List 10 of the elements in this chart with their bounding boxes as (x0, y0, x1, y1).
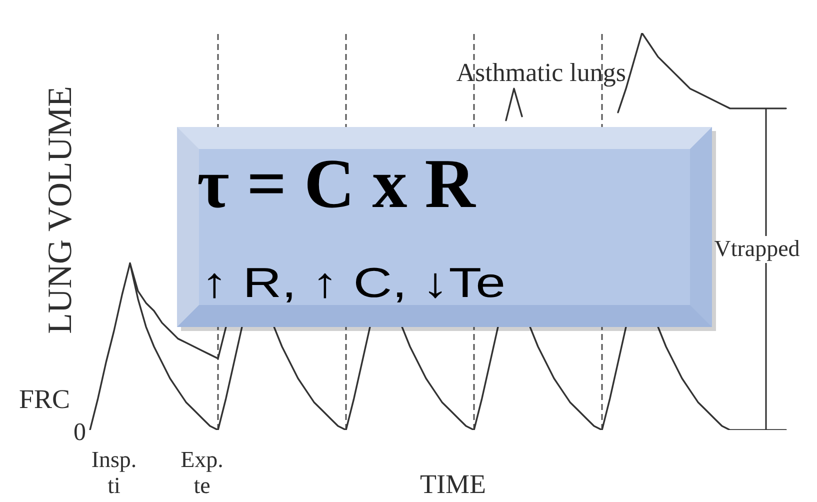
text: 0 (74, 419, 86, 446)
annotation: Vtrapped (714, 236, 800, 261)
x-tick-label: Insp. ti (91, 447, 137, 498)
annotation: τ = C x R (197, 146, 477, 223)
y-axis-title: LUNG VOLUME (42, 86, 79, 334)
x-axis-title: TIME (420, 469, 486, 499)
series-label: Asthmatic lungs (456, 58, 626, 87)
text: FRC (18, 384, 70, 414)
x-tick-label: Exp. te (180, 447, 224, 498)
annotation: ↑ R, ↑ C, ↓Te (201, 260, 506, 307)
